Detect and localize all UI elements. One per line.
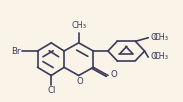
Text: CH₃: CH₃ bbox=[154, 52, 169, 61]
Text: Cl: Cl bbox=[47, 86, 55, 95]
Text: O: O bbox=[111, 70, 117, 79]
Text: O: O bbox=[151, 33, 158, 42]
Text: O: O bbox=[76, 76, 83, 85]
Text: O: O bbox=[151, 52, 158, 61]
Text: CH₃: CH₃ bbox=[71, 21, 86, 30]
Text: Br: Br bbox=[11, 47, 20, 55]
Text: CH₃: CH₃ bbox=[154, 33, 169, 42]
